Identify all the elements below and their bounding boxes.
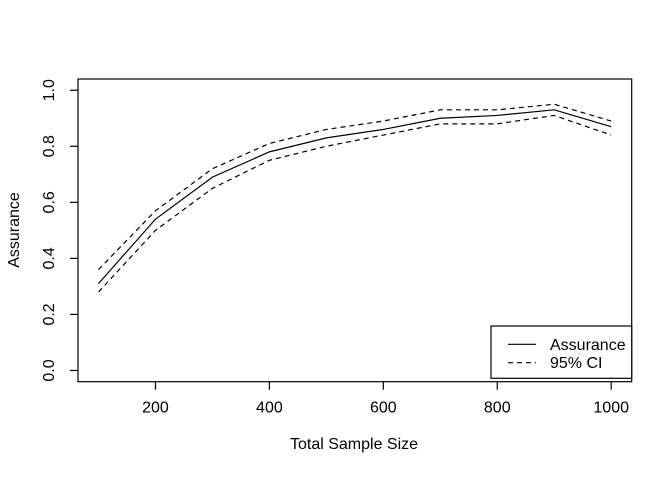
- x-axis-tick-label: 600: [370, 400, 397, 417]
- y-axis-tick-label: 0.2: [41, 303, 58, 325]
- y-axis-tick-label: 0.6: [41, 191, 58, 213]
- y-axis-tick-label: 1.0: [41, 79, 58, 101]
- y-axis-tick-label: 0.4: [41, 247, 58, 269]
- y-axis-tick-label: 0.0: [41, 359, 58, 381]
- plot-frame: [77, 78, 633, 383]
- y-axis-title: Assurance: [6, 192, 23, 268]
- x-axis-tick-label: 200: [142, 400, 169, 417]
- series-line-95-ci-upper: [98, 103, 612, 271]
- plot-marks: 200 400 600 800 1000 0.0 0.2 0.4 0.6 0.8 1.0 Assura…: [41, 78, 633, 417]
- series-line-assurance: [98, 109, 612, 285]
- x-axis-tick-label: 800: [484, 400, 511, 417]
- legend-box: [490, 325, 633, 379]
- x-axis-title: Total Sample Size: [290, 436, 418, 453]
- series-line-95-ci-lower: [98, 114, 612, 293]
- x-axis-tick-label: 400: [256, 400, 283, 417]
- legend-label: 95% CI: [550, 355, 602, 372]
- y-axis-tick-label: 0.8: [41, 135, 58, 157]
- legend-label: Assurance: [550, 337, 626, 354]
- x-axis-tick-label: 1000: [593, 400, 629, 417]
